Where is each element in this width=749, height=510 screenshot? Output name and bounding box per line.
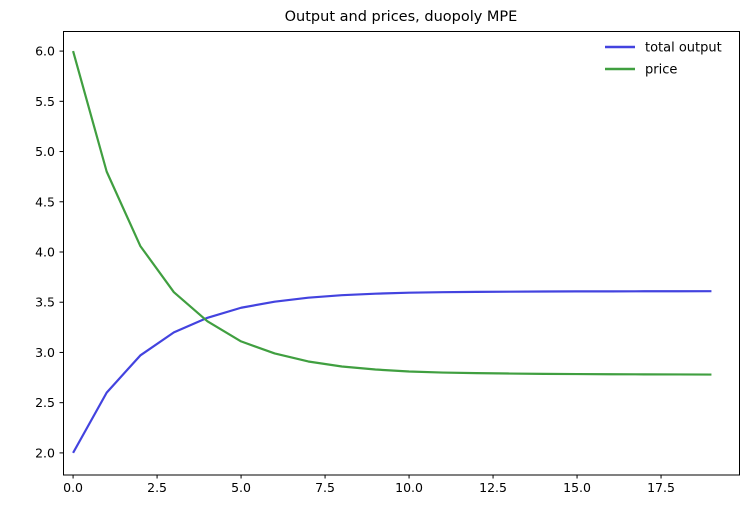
price-line: [72, 50, 712, 376]
total-output-line: [72, 290, 712, 454]
total-output-legend-label: total output: [645, 41, 722, 56]
x-tick-label: 15.0: [563, 480, 591, 495]
y-axis: 2.0 2.5 3.0 3.5 4.0 4.5 5.0 5.5 6.0: [35, 44, 63, 460]
y-tick-label: 5.0: [35, 144, 55, 159]
x-tick-label: 2.5: [147, 480, 167, 495]
y-tick-label: 4.0: [35, 244, 55, 259]
y-tick-label: 5.5: [35, 94, 55, 109]
y-tick-label: 3.5: [35, 295, 55, 310]
x-tick-label: 10.0: [395, 480, 423, 495]
chart-title: Output and prices, duopoly MPE: [285, 9, 518, 25]
y-tick-label: 3.0: [35, 345, 55, 360]
y-tick-label: 2.5: [35, 395, 55, 410]
x-tick-label: 7.5: [315, 480, 335, 495]
y-tick-label: 4.5: [35, 194, 55, 209]
x-tick-label: 5.0: [231, 480, 251, 495]
y-tick-label: 6.0: [35, 44, 55, 59]
x-tick-label: 12.5: [479, 480, 507, 495]
x-tick-label: 17.5: [647, 480, 675, 495]
y-tick-label: 2.0: [35, 445, 55, 460]
x-tick-label: 0.0: [63, 480, 83, 495]
x-axis: 0.0 2.5 5.0 7.5 10.0 12.5 15.0 17.5: [63, 475, 675, 495]
legend: total output price: [605, 41, 722, 78]
plot-lines: [72, 50, 712, 454]
price-legend-label: price: [645, 63, 677, 78]
axes-border: [63, 31, 740, 476]
